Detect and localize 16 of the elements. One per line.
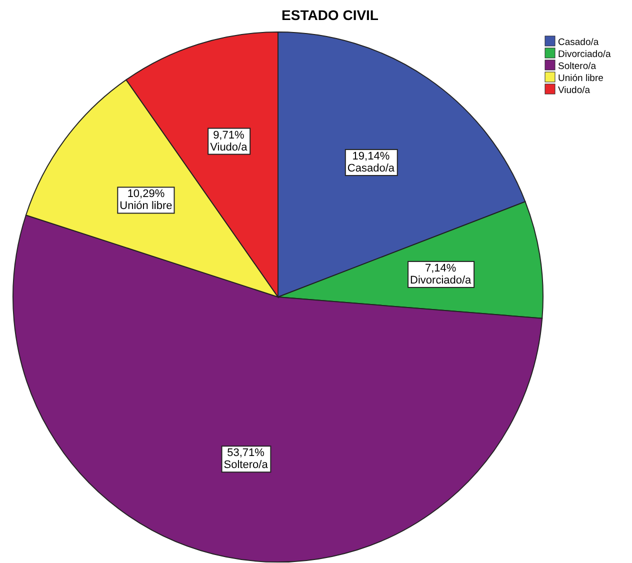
data-label: 7,14% (425, 262, 456, 274)
slice-label: Soltero/a (224, 459, 269, 472)
slice-label: Divorciado/a (410, 274, 472, 286)
chart-title: ESTADO CIVIL (282, 7, 379, 23)
data-label: 9,71% (213, 129, 244, 142)
legend-label: Unión libre (558, 73, 604, 84)
data-label: 10,29% (127, 188, 165, 200)
legend-label: Soltero/a (558, 61, 597, 72)
data-label: 53,71% (227, 447, 265, 460)
legend-label: Casado/a (558, 37, 600, 48)
slice-label: Viudo/a (210, 141, 248, 154)
slice-label: Unión libre (120, 200, 172, 212)
slice-label: Casado/a (347, 162, 396, 175)
data-label: 19,14% (352, 150, 390, 163)
legend-label: Divorciado/a (558, 49, 612, 60)
legend-label: Viudo/a (558, 85, 591, 96)
